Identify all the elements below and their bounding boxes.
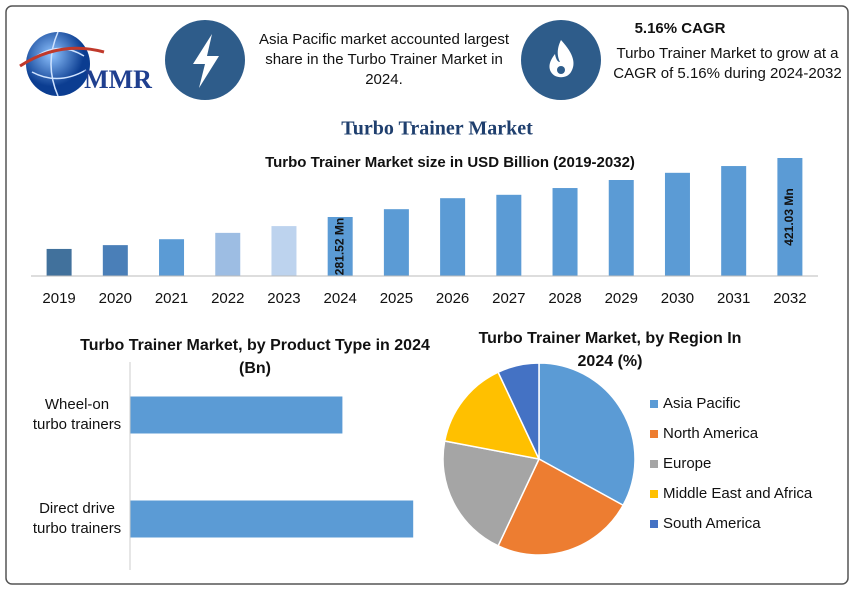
logo-text: MMR bbox=[84, 65, 152, 94]
legend-swatch bbox=[650, 460, 658, 468]
info-text: Asia Pacific market accounted largest sh… bbox=[258, 31, 510, 88]
cagr-title: 5.16% CAGR bbox=[634, 20, 726, 37]
bolt-icon bbox=[165, 20, 245, 100]
value-label: 421.03 Mn bbox=[782, 188, 796, 245]
bar bbox=[271, 226, 297, 276]
flame-icon bbox=[521, 20, 601, 100]
x-tick-label: 2031 bbox=[717, 290, 750, 307]
pie-slice bbox=[443, 371, 541, 461]
bar bbox=[215, 232, 241, 276]
logo: MMR bbox=[19, 31, 152, 97]
bar-chart-title: Turbo Trainer Market size in USD Billion… bbox=[265, 154, 635, 171]
x-tick-label: 2020 bbox=[99, 290, 132, 307]
legend-label: Europe bbox=[663, 455, 711, 472]
bar bbox=[130, 500, 414, 538]
legend-label: South America bbox=[663, 515, 761, 532]
legend-label: Asia Pacific bbox=[663, 395, 741, 412]
pie-slice bbox=[442, 440, 541, 547]
x-tick-label: 2030 bbox=[661, 290, 694, 307]
x-tick-label: 2024 bbox=[323, 290, 356, 307]
cagr-text: Turbo Trainer Market to grow at a CAGR o… bbox=[613, 45, 842, 82]
y-tick-label: Direct drive turbo trainers bbox=[32, 500, 122, 537]
bar bbox=[608, 180, 634, 276]
pie-slice bbox=[497, 457, 625, 556]
x-tick-label: 2021 bbox=[155, 290, 188, 307]
bar bbox=[721, 166, 747, 276]
x-tick-label: 2029 bbox=[605, 290, 638, 307]
pie-slice bbox=[497, 362, 540, 460]
pie-slice bbox=[538, 362, 636, 507]
y-tick-label: Wheel-on turbo trainers bbox=[32, 396, 122, 433]
bar bbox=[159, 239, 185, 276]
legend-swatch bbox=[650, 490, 658, 498]
bar bbox=[440, 198, 466, 276]
x-tick-label: 2027 bbox=[492, 290, 525, 307]
legend-swatch bbox=[650, 520, 658, 528]
bar bbox=[46, 248, 72, 276]
hbar-title: Turbo Trainer Market, by Product Type in… bbox=[80, 337, 430, 377]
x-tick-label: 2025 bbox=[380, 290, 413, 307]
main-title: Turbo Trainer Market bbox=[341, 118, 533, 140]
bar bbox=[664, 172, 690, 276]
legend-label: North America bbox=[663, 425, 759, 442]
x-tick-label: 2022 bbox=[211, 290, 244, 307]
bar bbox=[777, 158, 803, 276]
bar bbox=[552, 188, 578, 276]
legend-swatch bbox=[650, 430, 658, 438]
bar bbox=[496, 194, 522, 276]
bar bbox=[327, 216, 353, 276]
x-tick-label: 2026 bbox=[436, 290, 469, 307]
bar bbox=[383, 209, 409, 276]
x-tick-label: 2028 bbox=[548, 290, 581, 307]
frame bbox=[5, 5, 849, 585]
bar bbox=[102, 245, 128, 276]
value-label: 281.52 Mn bbox=[332, 218, 346, 275]
legend-swatch bbox=[650, 400, 658, 408]
pie-title: Turbo Trainer Market, by Region In 2024 … bbox=[478, 330, 742, 370]
bar bbox=[130, 396, 343, 434]
legend-label: Middle East and Africa bbox=[663, 485, 813, 502]
x-tick-label: 2032 bbox=[773, 290, 806, 307]
x-tick-label: 2023 bbox=[267, 290, 300, 307]
x-tick-label: 2019 bbox=[42, 290, 75, 307]
